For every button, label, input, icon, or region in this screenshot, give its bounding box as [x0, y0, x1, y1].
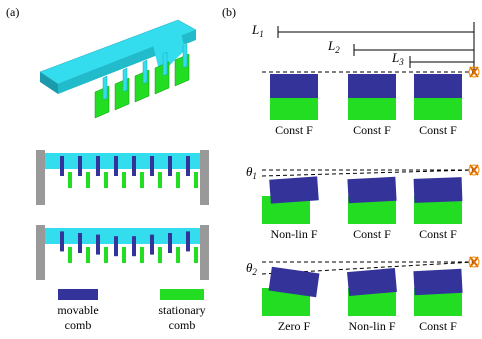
comb-rows: Const F Const F Const F Non-lin F Const F Con… — [262, 67, 479, 333]
force-label: Const F — [419, 319, 457, 333]
subscript: 3 — [398, 57, 404, 67]
stationary-tooth — [158, 172, 162, 188]
stationary-tooth — [68, 172, 72, 188]
length-arrows — [278, 22, 474, 70]
stationary-tooth — [158, 247, 162, 263]
movable-comb — [347, 268, 397, 296]
force-label: Const F — [419, 123, 457, 137]
stationary-tooth — [68, 247, 72, 263]
force-label: Const F — [353, 123, 391, 137]
length-label: L3 — [391, 50, 404, 67]
movable-tooth — [150, 156, 154, 176]
stationary-tooth — [104, 172, 108, 188]
stationary-tooth — [194, 247, 198, 263]
movable-tooth — [78, 233, 82, 253]
symbol: L — [327, 38, 335, 53]
panel-label: (b) — [222, 5, 236, 19]
movable-comb — [414, 74, 462, 98]
force-label: Non-lin F — [348, 319, 395, 333]
panel-label: (a) — [6, 5, 19, 19]
stationary-tooth — [122, 172, 126, 188]
symbol: L — [391, 50, 399, 65]
movable-finger — [163, 52, 167, 76]
stationary-tooth — [140, 247, 144, 263]
movable-comb — [413, 269, 462, 295]
legend-swatch — [58, 289, 98, 300]
beam — [45, 153, 200, 169]
movable-finger — [123, 68, 127, 92]
force-label: Const F — [419, 227, 457, 241]
force-label: Zero F — [278, 319, 311, 333]
movable-tooth — [78, 156, 82, 176]
anchor-marker — [470, 165, 478, 175]
legend-text: comb — [65, 318, 92, 332]
movable-tooth — [114, 156, 118, 176]
anchor — [36, 150, 45, 205]
angle-label: θ2 — [246, 260, 257, 277]
beam — [45, 228, 200, 244]
anchor — [200, 225, 209, 280]
stationary-tooth — [176, 247, 180, 263]
movable-tooth — [96, 156, 100, 176]
angle-label: θ1 — [246, 164, 257, 181]
subscript: 2 — [252, 267, 257, 277]
anchor-marker — [470, 257, 478, 267]
stationary-tooth — [194, 172, 198, 188]
stationary-tooth — [86, 172, 90, 188]
movable-tooth — [150, 235, 154, 255]
legend-swatch — [160, 289, 204, 300]
movable-tooth — [186, 231, 190, 251]
movable-tooth — [168, 233, 172, 253]
stationary-tooth — [104, 247, 108, 263]
stationary-tooth — [140, 172, 144, 188]
force-label: Non-lin F — [270, 227, 317, 241]
movable-comb — [270, 74, 318, 98]
movable-tooth — [60, 156, 64, 176]
movable-tooth — [60, 231, 64, 251]
cross-sections — [36, 150, 209, 280]
deflected-line — [262, 170, 474, 176]
force-label: Const F — [353, 227, 391, 241]
movable-finger — [143, 60, 147, 84]
subscript: 2 — [335, 45, 340, 55]
legend-text: stationary — [158, 303, 205, 317]
movable-tooth — [168, 156, 172, 176]
stationary-tooth — [86, 247, 90, 263]
figure: (a) (b) movable comb stationary comb L1 … — [0, 0, 482, 339]
movable-tooth — [96, 235, 100, 255]
movable-comb — [348, 74, 396, 98]
subscript: 1 — [259, 29, 264, 39]
movable-comb — [269, 176, 319, 203]
movable-tooth — [132, 156, 136, 176]
stationary-tooth — [122, 247, 126, 263]
movable-finger — [103, 76, 107, 100]
movable-comb — [347, 177, 396, 203]
movable-tooth — [186, 156, 190, 176]
length-label: L2 — [327, 38, 340, 55]
legend-text: movable — [57, 303, 98, 317]
movable-tooth — [114, 236, 118, 256]
subscript: 1 — [252, 171, 257, 181]
anchor — [36, 225, 45, 280]
legend-text: comb — [169, 318, 196, 332]
stationary-tooth — [176, 172, 180, 188]
length-label: L1 — [251, 22, 264, 39]
force-label: Const F — [275, 123, 313, 137]
symbol: L — [251, 22, 259, 37]
movable-finger — [183, 44, 187, 68]
movable-tooth — [132, 236, 136, 256]
anchor — [200, 150, 209, 205]
movable-comb — [414, 177, 463, 203]
